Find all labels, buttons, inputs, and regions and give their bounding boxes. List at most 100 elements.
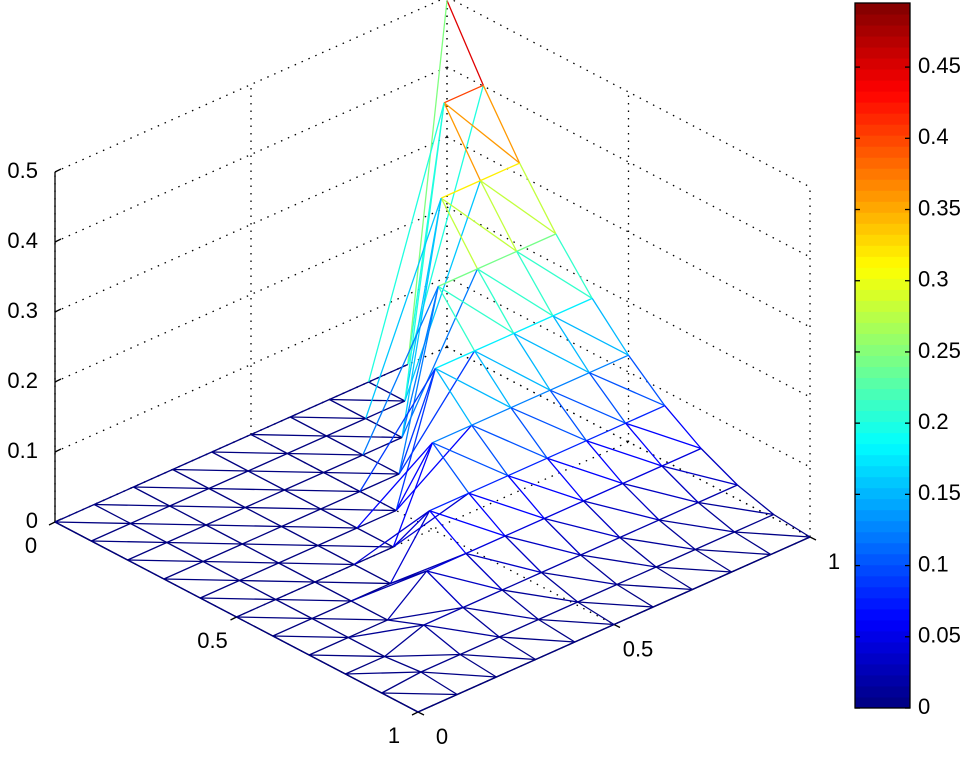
mesh-edge	[384, 655, 422, 673]
mesh-edge	[284, 489, 322, 510]
mesh-edge	[362, 436, 403, 456]
x-tick	[230, 616, 237, 621]
mesh-edge	[423, 606, 464, 626]
mesh-edge	[317, 527, 358, 547]
y-tick-label: 0	[436, 724, 448, 749]
mesh-edge	[326, 435, 403, 439]
mesh-edge	[289, 416, 327, 437]
mesh-edge	[695, 531, 735, 551]
mesh-edge	[239, 579, 315, 583]
mesh-edge	[323, 471, 361, 493]
colorbar-swatch	[855, 641, 910, 654]
mesh-edge	[619, 519, 660, 539]
colorbar-swatch	[855, 685, 910, 698]
x-tick-label: 1	[388, 723, 400, 748]
mesh-edge	[407, 0, 448, 365]
mesh-edge	[477, 250, 517, 270]
mesh-edge	[619, 536, 657, 568]
mesh-edge	[496, 658, 536, 678]
y-tick	[417, 711, 425, 716]
mesh-edge	[205, 506, 246, 526]
colorbar-swatch	[855, 102, 910, 114]
mesh-edge	[284, 471, 324, 491]
mesh-edge	[242, 525, 282, 545]
mesh-edge	[613, 606, 654, 626]
mesh-edge	[239, 562, 279, 582]
colorbar-swatch	[855, 322, 910, 334]
mesh-edge	[513, 315, 554, 334]
mesh-edge	[93, 503, 131, 525]
mesh-edge	[625, 405, 666, 424]
mesh-edge	[404, 102, 445, 402]
mesh-edge	[348, 619, 388, 639]
colorbar-swatch	[855, 58, 910, 70]
z-tick-label: 0.4	[7, 228, 38, 253]
mesh-edge	[272, 635, 310, 656]
colorbar-swatch	[855, 157, 910, 169]
mesh-edge	[658, 519, 696, 551]
mesh-edge	[513, 333, 551, 391]
mesh-edge	[166, 524, 207, 544]
mesh-edge	[456, 676, 497, 696]
colorbar-swatch	[855, 399, 910, 412]
mesh-edge	[541, 571, 618, 586]
mesh-edge	[211, 433, 252, 453]
mesh-edge	[54, 503, 95, 523]
mesh-edge	[480, 180, 557, 235]
y-tick-label: 0.5	[623, 636, 654, 661]
mesh-edge	[479, 180, 518, 252]
mesh-edge	[278, 544, 319, 564]
mesh-edge	[627, 354, 666, 407]
mesh-edge	[622, 483, 660, 521]
colorbar-swatch	[855, 421, 910, 434]
mesh-edge	[130, 522, 168, 544]
mesh-edge	[432, 442, 509, 477]
mesh-edge	[443, 102, 521, 164]
mesh-edge	[348, 624, 424, 639]
mesh-edge	[130, 522, 207, 526]
mesh-edge	[502, 589, 578, 603]
colorbar-tick-label: 0.45	[918, 53, 961, 78]
mesh-edge	[290, 416, 366, 420]
colorbar-swatch	[855, 531, 910, 544]
mesh-edge	[205, 524, 282, 528]
mesh-edge	[320, 490, 361, 510]
mesh-edge	[309, 654, 385, 658]
mesh-edge	[356, 442, 433, 529]
mesh-edge	[616, 583, 654, 608]
mesh-edge	[544, 500, 584, 520]
mesh-edge	[664, 405, 702, 449]
mesh-edge	[326, 417, 366, 437]
mesh-edge	[423, 624, 500, 638]
mesh-edge	[661, 465, 699, 503]
mesh-edge	[474, 350, 551, 391]
mesh-edge	[460, 653, 536, 661]
mesh-edge	[350, 570, 427, 602]
mesh-edge	[471, 424, 509, 477]
mesh-edge	[773, 513, 811, 538]
mesh-edge	[435, 350, 475, 369]
mesh-edge	[275, 581, 316, 601]
mesh-edge	[395, 368, 437, 511]
colorbar-swatch	[855, 80, 910, 92]
mesh-edge	[91, 540, 167, 544]
colorbar-swatch	[855, 597, 910, 610]
mesh-edge	[329, 398, 405, 402]
colorbar-swatch	[855, 630, 910, 643]
mesh-edge	[482, 85, 521, 164]
mesh-edge	[289, 398, 330, 418]
colorbar-swatch	[855, 3, 910, 15]
colorbar-swatch	[855, 69, 910, 81]
mesh-edge	[577, 583, 618, 603]
mesh-edge	[275, 598, 313, 620]
mesh-edge	[247, 470, 285, 491]
z-tick	[54, 448, 62, 453]
colorbar-swatch	[855, 355, 910, 368]
mesh-edge	[655, 548, 696, 568]
mesh-edge	[172, 451, 213, 471]
mesh-edge	[347, 636, 385, 658]
mesh-edge	[471, 407, 512, 426]
colorbar-swatch	[855, 377, 910, 390]
mesh-edge	[656, 566, 732, 573]
